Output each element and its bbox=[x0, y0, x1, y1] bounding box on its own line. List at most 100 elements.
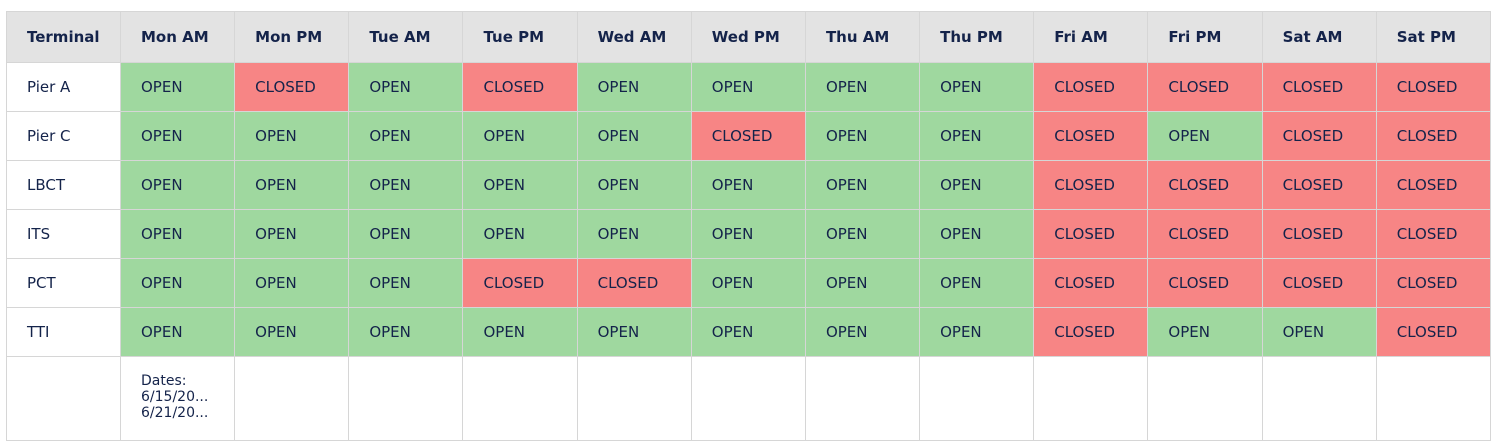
status-cell-open[interactable]: OPEN bbox=[348, 160, 464, 210]
column-header-slot[interactable]: Sat PM bbox=[1375, 11, 1491, 63]
status-cell-closed[interactable]: CLOSED bbox=[690, 111, 806, 161]
terminal-name-cell: PCT bbox=[6, 258, 121, 308]
status-cell-open[interactable]: OPEN bbox=[690, 307, 806, 357]
status-cell-open[interactable]: OPEN bbox=[234, 209, 350, 259]
status-cell-open[interactable]: OPEN bbox=[462, 307, 578, 357]
status-cell-open[interactable]: OPEN bbox=[576, 209, 692, 259]
dates-label: Dates: bbox=[141, 373, 187, 389]
status-cell-open[interactable]: OPEN bbox=[348, 258, 464, 308]
status-cell-closed[interactable]: CLOSED bbox=[1261, 209, 1377, 259]
column-header-slot[interactable]: Mon PM bbox=[234, 11, 350, 63]
status-cell-open[interactable]: OPEN bbox=[804, 111, 921, 161]
status-cell-closed[interactable]: CLOSED bbox=[576, 258, 692, 308]
footer-empty-cell bbox=[348, 356, 464, 441]
status-cell-open[interactable]: OPEN bbox=[919, 307, 1035, 357]
status-cell-closed[interactable]: CLOSED bbox=[1147, 209, 1263, 259]
status-cell-closed[interactable]: CLOSED bbox=[462, 258, 578, 308]
status-cell-closed[interactable]: CLOSED bbox=[1261, 160, 1377, 210]
status-cell-open[interactable]: OPEN bbox=[576, 307, 692, 357]
status-cell-open[interactable]: OPEN bbox=[462, 209, 578, 259]
status-cell-open[interactable]: OPEN bbox=[919, 209, 1035, 259]
status-cell-closed[interactable]: CLOSED bbox=[1375, 160, 1491, 210]
status-cell-open[interactable]: OPEN bbox=[119, 62, 236, 112]
column-header-slot[interactable]: Mon AM bbox=[119, 11, 236, 63]
status-cell-open[interactable]: OPEN bbox=[234, 111, 350, 161]
footer-empty-cell bbox=[1261, 356, 1377, 441]
table-row: LBCT OPEN OPEN OPEN OPEN OPEN OPEN OPEN OPEN CLOS… bbox=[6, 160, 1491, 210]
column-header-slot[interactable]: Fri PM bbox=[1147, 11, 1263, 63]
status-cell-open[interactable]: OPEN bbox=[1147, 111, 1263, 161]
status-cell-closed[interactable]: CLOSED bbox=[1033, 209, 1149, 259]
status-cell-open[interactable]: OPEN bbox=[119, 111, 236, 161]
status-cell-open[interactable]: OPEN bbox=[348, 62, 464, 112]
status-cell-open[interactable]: OPEN bbox=[690, 62, 806, 112]
status-cell-open[interactable]: OPEN bbox=[119, 209, 236, 259]
column-header-slot[interactable]: Thu PM bbox=[919, 11, 1035, 63]
column-header-slot[interactable]: Tue AM bbox=[348, 11, 464, 63]
status-cell-open[interactable]: OPEN bbox=[576, 111, 692, 161]
status-cell-closed[interactable]: CLOSED bbox=[1033, 111, 1149, 161]
status-cell-closed[interactable]: CLOSED bbox=[1033, 307, 1149, 357]
status-cell-open[interactable]: OPEN bbox=[119, 258, 236, 308]
footer-empty-cell bbox=[576, 356, 692, 441]
status-cell-open[interactable]: OPEN bbox=[576, 62, 692, 112]
status-cell-closed[interactable]: CLOSED bbox=[1375, 307, 1491, 357]
status-cell-open[interactable]: OPEN bbox=[804, 160, 921, 210]
status-cell-open[interactable]: OPEN bbox=[234, 258, 350, 308]
status-cell-open[interactable]: OPEN bbox=[348, 111, 464, 161]
terminal-name-cell: LBCT bbox=[6, 160, 121, 210]
terminal-name-cell: Pier C bbox=[6, 111, 121, 161]
status-cell-closed[interactable]: CLOSED bbox=[1375, 111, 1491, 161]
terminal-name-cell: TTI bbox=[6, 307, 121, 357]
status-cell-closed[interactable]: CLOSED bbox=[1375, 209, 1491, 259]
status-cell-open[interactable]: OPEN bbox=[919, 62, 1035, 112]
status-cell-closed[interactable]: CLOSED bbox=[462, 62, 578, 112]
status-cell-open[interactable]: OPEN bbox=[119, 160, 236, 210]
terminal-name-cell: ITS bbox=[6, 209, 121, 259]
status-cell-open[interactable]: OPEN bbox=[576, 160, 692, 210]
status-cell-closed[interactable]: CLOSED bbox=[1375, 62, 1491, 112]
status-cell-closed[interactable]: CLOSED bbox=[1033, 160, 1149, 210]
status-cell-closed[interactable]: CLOSED bbox=[1375, 258, 1491, 308]
status-cell-open[interactable]: OPEN bbox=[348, 307, 464, 357]
status-cell-open[interactable]: OPEN bbox=[462, 111, 578, 161]
status-cell-open[interactable]: OPEN bbox=[919, 258, 1035, 308]
status-cell-closed[interactable]: CLOSED bbox=[1147, 62, 1263, 112]
column-header-terminal[interactable]: Terminal bbox=[6, 11, 121, 63]
status-cell-open[interactable]: OPEN bbox=[804, 62, 921, 112]
footer-row: Dates: 6/15/20... 6/21/20... bbox=[6, 356, 1491, 441]
status-cell-open[interactable]: OPEN bbox=[919, 160, 1035, 210]
status-cell-closed[interactable]: CLOSED bbox=[1261, 258, 1377, 308]
column-header-slot[interactable]: Thu AM bbox=[804, 11, 921, 63]
status-cell-open[interactable]: OPEN bbox=[690, 258, 806, 308]
column-header-slot[interactable]: Fri AM bbox=[1033, 11, 1149, 63]
status-cell-open[interactable]: OPEN bbox=[690, 209, 806, 259]
status-cell-open[interactable]: OPEN bbox=[690, 160, 806, 210]
status-cell-closed[interactable]: CLOSED bbox=[1147, 160, 1263, 210]
status-cell-open[interactable]: OPEN bbox=[462, 160, 578, 210]
status-cell-closed[interactable]: CLOSED bbox=[234, 62, 350, 112]
status-cell-open[interactable]: OPEN bbox=[1147, 307, 1263, 357]
status-cell-closed[interactable]: CLOSED bbox=[1261, 111, 1377, 161]
status-cell-open[interactable]: OPEN bbox=[804, 258, 921, 308]
date-start: 6/15/20... bbox=[141, 389, 209, 405]
column-header-slot[interactable]: Tue PM bbox=[462, 11, 578, 63]
column-header-slot[interactable]: Wed PM bbox=[690, 11, 806, 63]
footer-empty-cell bbox=[6, 356, 121, 441]
status-cell-open[interactable]: OPEN bbox=[234, 160, 350, 210]
status-cell-open[interactable]: OPEN bbox=[1261, 307, 1377, 357]
header-row: Terminal Mon AM Mon PM Tue AM Tue PM Wed AM W… bbox=[6, 11, 1491, 63]
status-cell-open[interactable]: OPEN bbox=[804, 307, 921, 357]
status-cell-open[interactable]: OPEN bbox=[804, 209, 921, 259]
status-cell-closed[interactable]: CLOSED bbox=[1033, 62, 1149, 112]
column-header-slot[interactable]: Sat AM bbox=[1261, 11, 1377, 63]
footer-empty-cell bbox=[1375, 356, 1491, 441]
column-header-slot[interactable]: Wed AM bbox=[576, 11, 692, 63]
status-cell-closed[interactable]: CLOSED bbox=[1147, 258, 1263, 308]
status-cell-open[interactable]: OPEN bbox=[348, 209, 464, 259]
status-cell-open[interactable]: OPEN bbox=[234, 307, 350, 357]
status-cell-closed[interactable]: CLOSED bbox=[1261, 62, 1377, 112]
status-cell-open[interactable]: OPEN bbox=[919, 111, 1035, 161]
status-cell-closed[interactable]: CLOSED bbox=[1033, 258, 1149, 308]
status-cell-open[interactable]: OPEN bbox=[119, 307, 236, 357]
